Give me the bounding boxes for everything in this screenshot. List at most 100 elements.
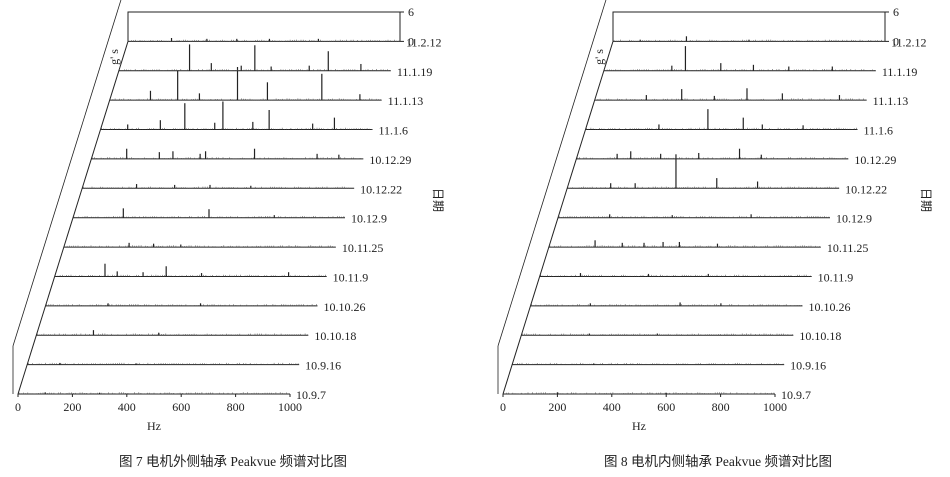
trace-10.12.22: 10.12.22 — [82, 182, 402, 196]
trace-noise — [613, 39, 885, 42]
trace-11.1.6: 11.1.6 — [100, 101, 409, 138]
back-wall — [612, 11, 885, 42]
x-tick-label: 200 — [548, 400, 566, 414]
trace-11.2.12: 11.2.12 — [613, 35, 927, 49]
trace-noise — [577, 157, 848, 159]
z-axis-label: 日期 — [919, 188, 933, 212]
trace-10.12.29: 10.12.29 — [91, 148, 411, 167]
trace-noise — [586, 127, 857, 130]
trace-noise — [73, 216, 345, 218]
trace-11.1.19: 11.1.19 — [603, 46, 918, 79]
date-label: 10.10.26 — [809, 300, 851, 314]
trace-10.12.29: 10.12.29 — [576, 148, 896, 167]
y-tick-label: 0 — [408, 34, 414, 48]
date-label: 10.11.25 — [827, 241, 869, 255]
trace-10.9.16: 10.9.16 — [512, 359, 826, 373]
trace-10.12.22: 10.12.22 — [567, 154, 887, 196]
trace-noise — [568, 186, 839, 189]
trace-noise — [128, 39, 400, 42]
trace-noise — [503, 392, 775, 394]
x-tick-label: 800 — [712, 400, 730, 414]
trace-noise — [18, 392, 290, 394]
waterfall-chart-fig7: 0 200 400 600 800 1000 Hz 0 6 g' s 10.9.7 10.9.16 10… — [12, 0, 445, 469]
trace-10.10.18: 10.10.18 — [36, 329, 356, 343]
y-tick-label: 6 — [408, 5, 414, 19]
trace-noise — [83, 186, 354, 189]
date-label: 11.1.19 — [882, 65, 918, 79]
trace-noise — [540, 274, 811, 277]
date-label: 11.1.19 — [397, 65, 433, 79]
date-label: 10.10.26 — [324, 300, 366, 314]
trace-noise — [522, 333, 793, 336]
trace-10.10.26: 10.10.26 — [45, 300, 366, 314]
date-label: 10.12.22 — [845, 182, 887, 196]
trace-10.12.9: 10.12.9 — [558, 212, 872, 226]
date-label: 10.12.29 — [854, 153, 896, 167]
x-tick-label: 0 — [15, 400, 21, 414]
date-label: 10.11.25 — [342, 241, 384, 255]
trace-10.10.18: 10.10.18 — [521, 329, 841, 343]
trace-11.1.13: 11.1.13 — [594, 88, 909, 108]
y-axis-label: g' s — [592, 49, 606, 65]
depth-axis-left-outer — [497, 0, 607, 347]
trace-noise — [595, 98, 866, 101]
trace-10.11.25: 10.11.25 — [63, 241, 384, 255]
trace-noise — [558, 215, 830, 218]
date-label: 11.2.12 — [406, 35, 442, 49]
trace-10.10.26: 10.10.26 — [530, 300, 851, 314]
trace-10.12.9: 10.12.9 — [73, 208, 387, 226]
trace-11.2.12: 11.2.12 — [128, 35, 442, 49]
date-label: 10.11.9 — [333, 270, 369, 284]
date-label: 11.1.13 — [388, 94, 424, 108]
figure-caption: 图 8 电机内侧轴承 Peakvue 频谱对比图 — [604, 454, 832, 469]
trace-11.1.6: 11.1.6 — [585, 109, 894, 138]
date-label: 10.9.16 — [305, 359, 341, 373]
x-tick-label: 600 — [172, 400, 190, 414]
date-label: 10.11.9 — [818, 270, 854, 284]
x-axis-label: Hz — [632, 419, 646, 433]
trace-noise — [46, 304, 317, 306]
trace-noise — [549, 245, 820, 248]
waterfall-chart-fig8: 0 200 400 600 800 1000 Hz 0 6 g' s 10.9.7 10.9.16 10… — [497, 0, 933, 469]
trace-11.1.13: 11.1.13 — [109, 67, 424, 108]
z-axis-label: 日期 — [431, 188, 445, 212]
back-wall — [127, 11, 400, 42]
date-label: 11.1.6 — [379, 124, 409, 138]
date-label: 10.12.22 — [360, 182, 402, 196]
trace-10.9.7: 10.9.7 — [18, 388, 326, 402]
x-tick-label: 0 — [500, 400, 506, 414]
date-label: 10.10.18 — [799, 329, 841, 343]
date-label: 10.12.9 — [836, 212, 872, 226]
trace-noise — [604, 69, 875, 71]
x-tick-label: 800 — [227, 400, 245, 414]
trace-noise — [92, 157, 363, 159]
trace-10.11.25: 10.11.25 — [548, 240, 869, 255]
trace-noise — [37, 333, 308, 336]
y-axis-label: g' s — [107, 49, 121, 65]
date-label: 11.2.12 — [891, 35, 927, 49]
x-tick-label: 400 — [118, 400, 136, 414]
trace-10.9.7: 10.9.7 — [503, 388, 811, 402]
x-tick-label: 200 — [63, 400, 81, 414]
date-label: 10.9.7 — [296, 388, 326, 402]
trace-noise — [28, 362, 299, 365]
date-label: 11.1.6 — [864, 124, 894, 138]
date-label: 10.9.16 — [790, 359, 826, 373]
x-tick-label: 1000 — [278, 400, 302, 414]
x-tick-label: 400 — [603, 400, 621, 414]
x-tick-label: 1000 — [763, 400, 787, 414]
figure-caption: 图 7 电机外侧轴承 Peakvue 频谱对比图 — [119, 454, 347, 469]
trace-11.1.19: 11.1.19 — [118, 44, 433, 79]
trace-10.9.16: 10.9.16 — [27, 359, 341, 373]
y-tick-label: 6 — [893, 5, 899, 19]
depth-axis-left-outer — [12, 0, 122, 347]
trace-10.11.9: 10.11.9 — [539, 270, 854, 284]
date-label: 10.12.9 — [351, 212, 387, 226]
date-label: 11.1.13 — [873, 94, 909, 108]
date-label: 10.12.29 — [369, 153, 411, 167]
x-tick-label: 600 — [657, 400, 675, 414]
x-axis-label: Hz — [147, 419, 161, 433]
trace-noise — [513, 362, 784, 365]
trace-noise — [55, 274, 326, 277]
